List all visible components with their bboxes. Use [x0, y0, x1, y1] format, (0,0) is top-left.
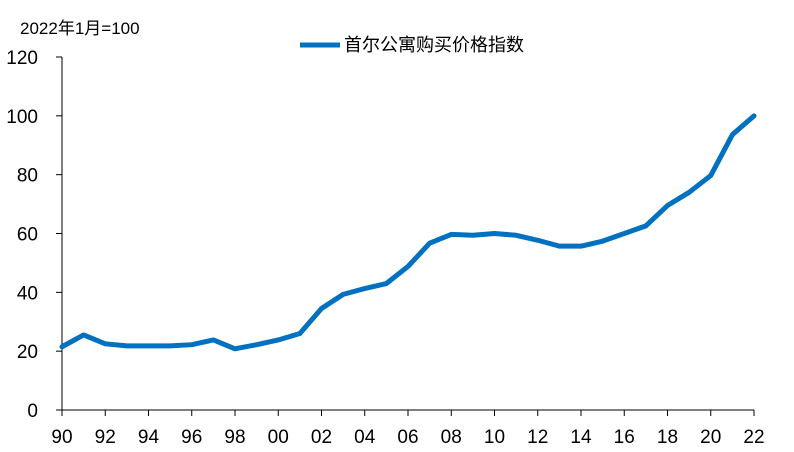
x-tick-label: 08: [441, 427, 462, 448]
x-tick-label: 18: [657, 427, 678, 448]
y-tick-label: 100: [6, 107, 38, 128]
x-tick-label: 22: [743, 427, 764, 448]
unit-label: 2022年1月=100: [20, 19, 140, 38]
x-tick-label: 00: [268, 427, 289, 448]
x-tick-label: 06: [397, 427, 418, 448]
x-tick-label: 20: [700, 427, 721, 448]
y-tick-label: 20: [17, 342, 38, 363]
x-tick-label: 10: [484, 427, 505, 448]
y-tick-label: 40: [17, 283, 38, 304]
x-tick-label: 02: [311, 427, 332, 448]
axes: [61, 57, 754, 411]
y-tick-label: 80: [17, 166, 38, 187]
x-tick-label: 94: [138, 427, 160, 448]
x-tick-label: 12: [527, 427, 548, 448]
y-tick-label: 0: [27, 401, 38, 422]
x-ticks: 90 92 94 96 98 00 02 04 06 08 10 12 14 16 18 20 22: [51, 410, 765, 448]
x-tick-label: 96: [181, 427, 202, 448]
y-tick-label: 120: [6, 48, 38, 69]
x-tick-label: 92: [95, 427, 116, 448]
legend: 首尔公寓购买价格指数: [300, 35, 524, 55]
y-ticks: 0 20 40 60 80 100 120: [6, 48, 62, 422]
x-tick-label: 04: [354, 427, 376, 448]
x-tick-label: 98: [224, 427, 245, 448]
legend-label: 首尔公寓购买价格指数: [344, 35, 524, 55]
y-tick-label: 60: [17, 225, 38, 246]
x-tick-label: 16: [614, 427, 635, 448]
series-line-seoul-apartment-price-index: [59, 113, 757, 352]
x-tick-label: 14: [570, 427, 592, 448]
x-tick-label: 90: [51, 427, 72, 448]
